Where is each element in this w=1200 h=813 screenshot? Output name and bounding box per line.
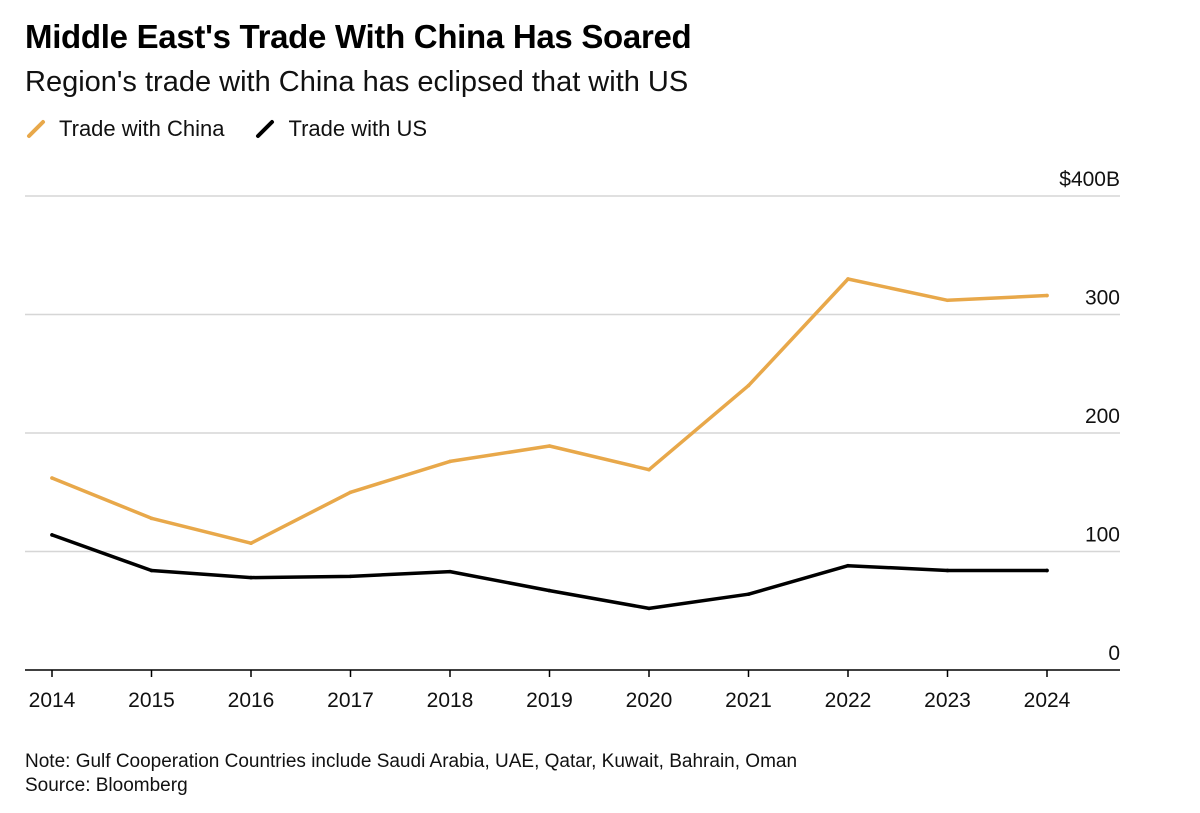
data-point-us: [1045, 568, 1049, 573]
y-tick-label: 300: [1085, 287, 1120, 310]
x-tick-label: 2014: [29, 689, 76, 712]
data-point-china: [846, 277, 850, 281]
data-point-china: [50, 476, 54, 480]
data-point-china: [348, 490, 353, 495]
data-point-china: [647, 467, 651, 472]
data-point-us: [448, 569, 452, 574]
data-point-china: [1045, 293, 1049, 298]
legend-item-china: Trade with China: [25, 116, 224, 142]
data-point-us: [547, 588, 552, 593]
series-layer: [50, 277, 1049, 611]
grid-layer: [25, 195, 1120, 553]
data-point-us: [249, 575, 253, 580]
chart-note: Note: Gulf Cooperation Countries include…: [25, 751, 798, 772]
x-tick-label: 2018: [427, 689, 474, 712]
chart-subtitle: Region's trade with China has eclipsed t…: [25, 66, 689, 98]
series-line-china: [50, 277, 1049, 545]
x-tick-label: 2016: [228, 689, 275, 712]
series-line-us: [50, 533, 1049, 611]
data-point-us: [50, 533, 54, 537]
legend-label-china: Trade with China: [59, 116, 225, 141]
chart-legend: Trade with China Trade with US: [25, 116, 457, 142]
legend-item-us: Trade with US: [254, 116, 427, 142]
data-point-china: [448, 459, 452, 464]
data-point-us: [746, 592, 751, 596]
y-tick-label: 0: [1108, 642, 1120, 665]
x-tick-label: 2017: [327, 689, 374, 712]
x-tick-label: 2021: [725, 689, 772, 712]
data-point-us: [647, 606, 651, 611]
y-tick-label: 100: [1085, 524, 1120, 547]
x-tick-label: 2020: [626, 689, 673, 712]
chart-source: Source: Bloomberg: [25, 775, 188, 796]
data-point-us: [945, 568, 950, 573]
x-tick-label: 2015: [128, 689, 175, 712]
data-point-us: [149, 568, 154, 573]
x-tick-label: 2024: [1024, 689, 1071, 712]
x-tick-label: 2019: [526, 689, 573, 712]
legend-label-us: Trade with US: [288, 116, 428, 141]
legend-swatch-china: [27, 120, 45, 138]
x-tick-label: 2023: [924, 689, 971, 712]
y-tick-label: $400B: [1059, 168, 1120, 191]
y-tick-label: 200: [1085, 405, 1120, 428]
legend-swatch-us: [256, 120, 275, 138]
data-point-china: [746, 383, 751, 388]
axis-layer: 0 100 200 300 $400B 2014 2015 2016 2017 2018 2019 2…: [25, 168, 1120, 712]
data-point-china: [249, 541, 253, 546]
chart-footer: Note: Gulf Cooperation Countries include…: [25, 750, 797, 798]
x-tick-label: 2022: [825, 689, 872, 712]
data-point-us: [348, 574, 353, 579]
data-point-china: [547, 444, 552, 448]
data-point-china: [945, 298, 950, 303]
chart-title: Middle East's Trade With China Has Soare…: [25, 18, 692, 55]
data-point-us: [846, 563, 850, 568]
data-point-china: [149, 516, 154, 521]
